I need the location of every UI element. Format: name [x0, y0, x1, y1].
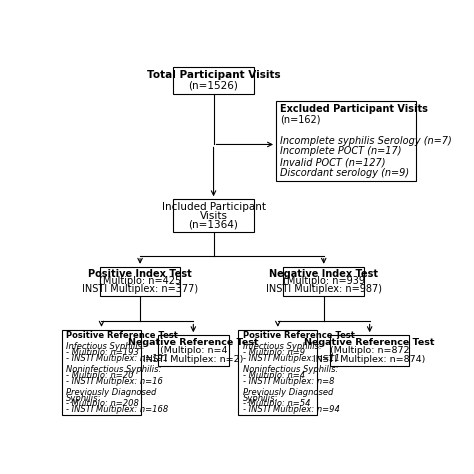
Text: - INSTI Multiplex: n=8: - INSTI Multiplex: n=8	[243, 377, 334, 386]
Text: Infectious Syphilis:: Infectious Syphilis:	[66, 342, 146, 351]
Text: - Multiplo: n=9: - Multiplo: n=9	[243, 348, 305, 357]
Text: - INSTI Multiplex: n=191: - INSTI Multiplex: n=191	[66, 354, 169, 363]
Text: - Multiplo: n=20: - Multiplo: n=20	[66, 371, 134, 380]
Text: Visits: Visits	[200, 210, 228, 220]
Text: - Multiplo: n=4: - Multiplo: n=4	[243, 371, 305, 380]
Text: (Multiplo: n=425: (Multiplo: n=425	[99, 276, 181, 286]
FancyBboxPatch shape	[100, 267, 181, 296]
FancyBboxPatch shape	[173, 67, 254, 94]
Text: - INSTI Multiplex: n=94: - INSTI Multiplex: n=94	[243, 405, 339, 414]
Text: Discordant serology (n=9): Discordant serology (n=9)	[281, 168, 410, 178]
Text: Negative Index Test: Negative Index Test	[269, 269, 378, 279]
Text: - Multiplo: n=208: - Multiplo: n=208	[66, 400, 139, 409]
Text: Invalid POCT (n=127): Invalid POCT (n=127)	[281, 157, 386, 167]
FancyBboxPatch shape	[283, 267, 364, 296]
Text: Infectious Syphilis:: Infectious Syphilis:	[243, 342, 322, 351]
Text: Negative Reference Test: Negative Reference Test	[304, 338, 435, 347]
Text: Previously Diagnosed: Previously Diagnosed	[66, 388, 157, 397]
Text: (Multiplo: n=939: (Multiplo: n=939	[283, 276, 365, 286]
FancyBboxPatch shape	[238, 330, 317, 416]
Text: INSTI Multiplex: n=377): INSTI Multiplex: n=377)	[82, 284, 198, 294]
FancyBboxPatch shape	[330, 335, 409, 366]
FancyBboxPatch shape	[276, 100, 416, 181]
Text: Noninfectious Syphilis:: Noninfectious Syphilis:	[66, 365, 162, 374]
Text: (Multiplo: n=872: (Multiplo: n=872	[330, 346, 410, 355]
Text: (n=1364): (n=1364)	[189, 219, 238, 229]
Text: Negative Reference Test: Negative Reference Test	[128, 338, 259, 347]
Text: (Multiplo: n=4: (Multiplo: n=4	[160, 346, 227, 355]
Text: Excluded Participant Visits: Excluded Participant Visits	[281, 104, 428, 114]
Text: - Multiplo: n=193: - Multiplo: n=193	[66, 348, 139, 357]
Text: Positive Index Test: Positive Index Test	[88, 269, 192, 279]
Text: Positive Reference Test: Positive Reference Test	[243, 331, 355, 340]
Text: - INSTI Multiplex: n=16: - INSTI Multiplex: n=16	[66, 377, 163, 386]
Text: Syphilis:: Syphilis:	[243, 394, 278, 403]
FancyBboxPatch shape	[157, 335, 229, 366]
Text: Total Participant Visits: Total Participant Visits	[147, 70, 280, 80]
Text: Positive Reference Test: Positive Reference Test	[66, 331, 178, 340]
Text: Syphilis:: Syphilis:	[66, 394, 102, 403]
Text: Incomplete POCT (n=17): Incomplete POCT (n=17)	[281, 146, 402, 156]
Text: - INSTI Multiplex: n=168: - INSTI Multiplex: n=168	[66, 405, 169, 414]
Text: INSTI Multiplex: n=874): INSTI Multiplex: n=874)	[313, 355, 426, 364]
Text: INSTI Multiplex: n=987): INSTI Multiplex: n=987)	[266, 284, 382, 294]
Text: (n=1526): (n=1526)	[189, 81, 238, 91]
FancyBboxPatch shape	[62, 330, 141, 416]
Text: - INSTI Multiplex: n=11: - INSTI Multiplex: n=11	[243, 354, 339, 363]
Text: Incomplete syphilis Serology (n=7): Incomplete syphilis Serology (n=7)	[281, 136, 452, 146]
Text: Included Participant: Included Participant	[162, 201, 265, 212]
Text: - Multiplo: n=54: - Multiplo: n=54	[243, 400, 310, 409]
Text: (n=162): (n=162)	[281, 115, 321, 125]
FancyBboxPatch shape	[173, 199, 254, 232]
Text: INSTI Multiplex: n=2): INSTI Multiplex: n=2)	[143, 355, 244, 364]
Text: Previously Diagnosed: Previously Diagnosed	[243, 388, 333, 397]
Text: Noninfectious Syphilis:: Noninfectious Syphilis:	[243, 365, 338, 374]
